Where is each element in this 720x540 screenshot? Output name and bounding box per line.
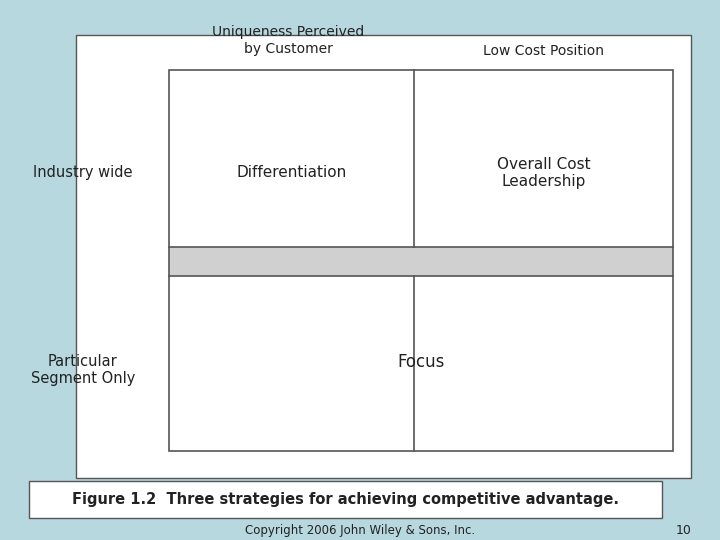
Bar [76, 35, 691, 478]
Text: 10: 10 [675, 524, 691, 537]
Bar [169, 70, 673, 451]
Text: Low Cost Position: Low Cost Position [483, 44, 604, 58]
Text: Particular
Segment Only: Particular Segment Only [31, 354, 135, 386]
Text: Differentiation: Differentiation [236, 165, 347, 180]
Text: Figure 1.2  Three strategies for achieving competitive advantage.: Figure 1.2 Three strategies for achievin… [72, 492, 619, 507]
Bar [169, 247, 673, 276]
Text: Copyright 2006 John Wiley & Sons, Inc.: Copyright 2006 John Wiley & Sons, Inc. [245, 524, 475, 537]
Text: Uniqueness Perceived
by Customer: Uniqueness Perceived by Customer [212, 25, 364, 56]
Bar [29, 481, 662, 518]
Text: Focus: Focus [397, 353, 445, 371]
Text: Industry wide: Industry wide [33, 165, 132, 180]
Text: Overall Cost
Leadership: Overall Cost Leadership [497, 157, 590, 189]
